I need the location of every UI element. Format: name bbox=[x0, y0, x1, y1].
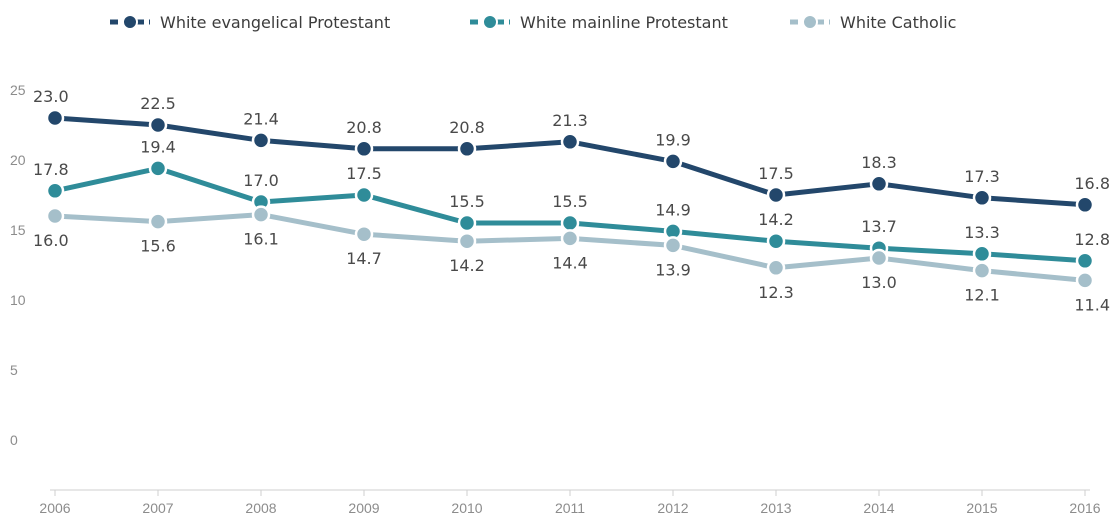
data-label: 15.6 bbox=[140, 237, 176, 256]
data-point bbox=[869, 174, 889, 194]
legend-swatch-marker bbox=[802, 14, 818, 30]
data-point bbox=[560, 229, 580, 248]
data-label: 22.5 bbox=[140, 94, 176, 113]
data-point bbox=[869, 248, 889, 268]
data-point bbox=[560, 213, 580, 233]
data-label: 14.2 bbox=[758, 210, 794, 229]
data-point bbox=[1075, 271, 1095, 290]
data-label: 17.8 bbox=[33, 160, 69, 179]
data-label: 21.4 bbox=[243, 109, 279, 128]
data-label: 12.3 bbox=[758, 283, 794, 302]
data-point bbox=[1075, 195, 1095, 215]
y-tick-label: 5 bbox=[10, 362, 18, 378]
data-point bbox=[148, 115, 168, 135]
data-point bbox=[1075, 251, 1095, 271]
data-label: 17.5 bbox=[346, 164, 382, 183]
x-tick-label: 2010 bbox=[451, 500, 482, 516]
legend-swatch-marker bbox=[482, 14, 498, 30]
data-label: 14.7 bbox=[346, 249, 382, 268]
data-label: 19.9 bbox=[655, 130, 691, 149]
data-point bbox=[251, 205, 271, 224]
data-label: 11.4 bbox=[1074, 295, 1110, 314]
data-point bbox=[148, 212, 168, 231]
data-label: 13.3 bbox=[964, 223, 1000, 242]
data-label: 20.8 bbox=[346, 118, 382, 137]
data-label: 21.3 bbox=[552, 111, 588, 130]
data-label: 17.3 bbox=[964, 167, 1000, 186]
data-point bbox=[457, 213, 477, 233]
data-label: 17.5 bbox=[758, 164, 794, 183]
data-point bbox=[972, 244, 992, 264]
x-tick-label: 2007 bbox=[142, 500, 173, 516]
data-point bbox=[45, 108, 65, 128]
x-tick-label: 2015 bbox=[966, 500, 997, 516]
x-tick-label: 2014 bbox=[863, 500, 894, 516]
data-label: 14.9 bbox=[655, 200, 691, 219]
y-tick-label: 20 bbox=[10, 152, 26, 168]
y-tick-label: 10 bbox=[10, 292, 26, 308]
data-point bbox=[766, 185, 786, 205]
data-point bbox=[354, 185, 374, 205]
legend-label: White mainline Protestant bbox=[520, 13, 728, 32]
data-label: 19.4 bbox=[140, 137, 176, 156]
y-tick-label: 15 bbox=[10, 222, 26, 238]
y-tick-label: 25 bbox=[10, 82, 26, 98]
data-point bbox=[663, 236, 683, 255]
data-point bbox=[45, 206, 65, 226]
legend-swatch-marker bbox=[122, 14, 138, 30]
data-label: 15.5 bbox=[449, 192, 485, 211]
data-point bbox=[148, 159, 168, 178]
x-tick-label: 2006 bbox=[39, 500, 70, 516]
data-point bbox=[972, 261, 992, 280]
x-tick-label: 2009 bbox=[348, 500, 379, 516]
data-label: 13.0 bbox=[861, 273, 897, 292]
data-point bbox=[457, 139, 477, 159]
data-label: 14.2 bbox=[449, 256, 485, 275]
data-label: 12.1 bbox=[964, 286, 1000, 305]
x-axis: 2006 2007 2008 2009 2010 2011 2012 2013 2014 2015… bbox=[39, 489, 1101, 516]
data-label: 16.8 bbox=[1074, 174, 1110, 193]
legend-label: White Catholic bbox=[840, 13, 956, 32]
data-label: 13.7 bbox=[861, 217, 897, 236]
y-axis: 0 5 10 15 20 25 bbox=[10, 82, 26, 448]
data-label: 16.0 bbox=[33, 231, 69, 250]
data-label: 23.0 bbox=[33, 87, 69, 106]
data-label: 12.8 bbox=[1074, 230, 1110, 249]
data-point bbox=[663, 152, 683, 171]
data-point bbox=[560, 132, 580, 152]
data-point bbox=[354, 224, 374, 244]
data-point bbox=[251, 131, 271, 150]
data-label: 16.1 bbox=[243, 230, 279, 249]
data-label: 13.9 bbox=[655, 260, 691, 279]
data-label: 15.5 bbox=[552, 192, 588, 211]
data-label: 20.8 bbox=[449, 118, 485, 137]
data-point bbox=[45, 181, 65, 201]
data-point bbox=[972, 188, 992, 208]
x-tick-label: 2008 bbox=[245, 500, 276, 516]
data-label: 17.0 bbox=[243, 171, 279, 190]
y-tick-label: 0 bbox=[10, 432, 18, 448]
data-labels: 23.0 22.5 21.4 20.8 20.8 21.3 19.9 17.5 18.3 17.3… bbox=[33, 87, 1110, 314]
legend-label: White evangelical Protestant bbox=[160, 13, 390, 32]
x-tick-label: 2012 bbox=[657, 500, 688, 516]
data-label: 14.4 bbox=[552, 253, 588, 272]
x-tick-label: 2013 bbox=[760, 500, 791, 516]
legend: White evangelical Protestant White mainli… bbox=[110, 13, 956, 32]
data-point bbox=[354, 139, 374, 159]
data-point bbox=[766, 231, 786, 251]
data-point bbox=[457, 231, 477, 251]
data-point bbox=[766, 258, 786, 278]
x-tick-label: 2016 bbox=[1069, 500, 1100, 516]
data-label: 18.3 bbox=[861, 153, 897, 172]
x-tick-label: 2011 bbox=[555, 500, 585, 516]
series-layer bbox=[45, 108, 1095, 290]
